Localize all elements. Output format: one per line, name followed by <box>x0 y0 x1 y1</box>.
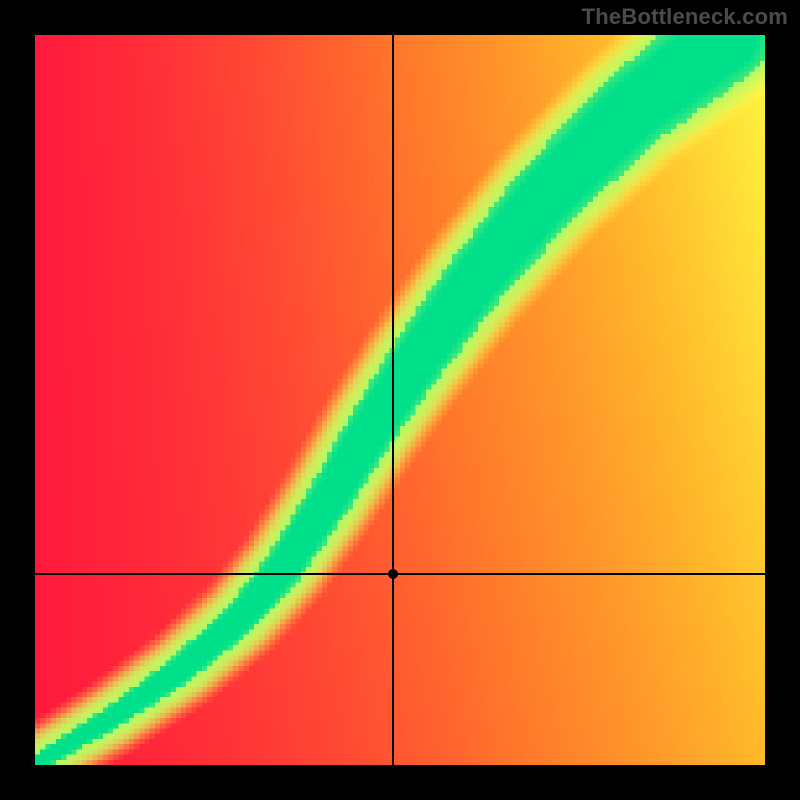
heatmap-canvas <box>35 35 765 765</box>
watermark-text: TheBottleneck.com <box>582 4 788 30</box>
crosshair-vertical <box>392 35 394 765</box>
crosshair-horizontal <box>35 573 765 575</box>
crosshair-marker <box>388 569 398 579</box>
